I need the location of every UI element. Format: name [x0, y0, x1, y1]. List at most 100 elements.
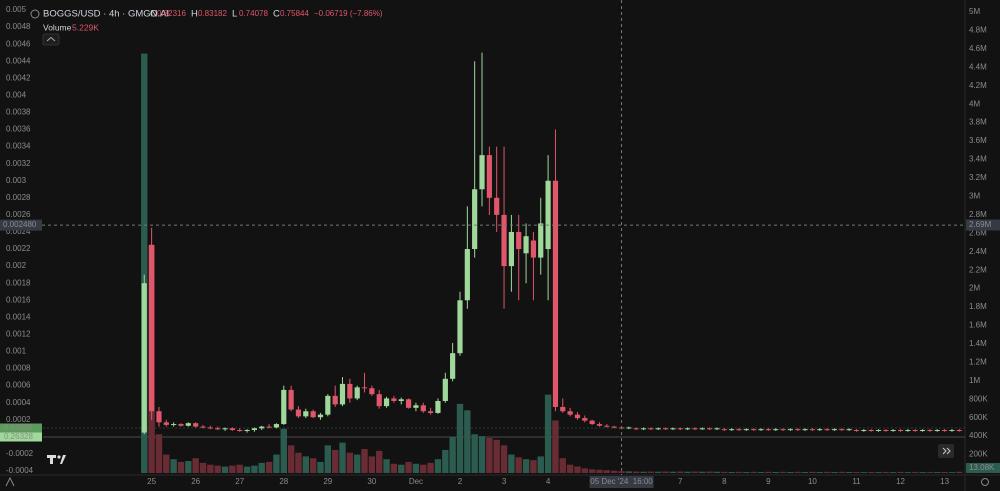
- volume-bar: [207, 464, 214, 473]
- candle-body: [420, 405, 426, 412]
- volume-bar: [412, 463, 420, 473]
- y2-tick-label: 5M: [969, 7, 980, 16]
- candle-body: [934, 430, 940, 432]
- candle-body: [824, 429, 830, 431]
- y-tick-label: 0.0026: [6, 210, 31, 219]
- volume-bar: [948, 472, 956, 473]
- candle-body: [662, 428, 669, 430]
- candle-body: [163, 422, 169, 425]
- volume-bar: [383, 459, 390, 473]
- ohlc-key: L: [232, 9, 237, 20]
- candle-body: [149, 244, 155, 412]
- auto-scale-button[interactable]: [5, 476, 15, 487]
- candle-body: [288, 389, 294, 410]
- y-tick-label: 0.0036: [6, 125, 31, 134]
- volume-label: 13.08K: [969, 463, 995, 472]
- candle-body: [435, 400, 441, 413]
- candle-body: [758, 429, 764, 431]
- candle-body: [677, 428, 683, 430]
- volume-bar: [713, 471, 721, 473]
- candle-body: [450, 353, 456, 379]
- volume-bar: [875, 472, 882, 473]
- volume-bar: [471, 434, 478, 473]
- candle-body: [795, 429, 801, 431]
- y-tick-label: 0.0004: [6, 398, 31, 407]
- volume-bar: [141, 53, 148, 474]
- volume-bar: [361, 449, 368, 473]
- volume-bar: [647, 471, 655, 473]
- volume-bar: [236, 464, 243, 473]
- candle-body: [347, 383, 353, 399]
- volume-bar: [743, 471, 750, 473]
- crosshair-y2-box: [966, 219, 1000, 231]
- volume-bar: [456, 403, 464, 473]
- volume-bar: [405, 461, 412, 473]
- volume-bar: [544, 394, 552, 473]
- volume-bar: [170, 459, 177, 473]
- candle-body: [383, 398, 390, 407]
- volume-bar: [398, 464, 405, 473]
- candle-body: [780, 429, 786, 431]
- candle-body: [185, 423, 191, 426]
- candle-body: [670, 428, 676, 430]
- crosshair-x-box: [589, 476, 654, 488]
- candle-body: [193, 423, 199, 427]
- volume-bar: [655, 471, 662, 473]
- y-tick-label: -0.0002: [6, 449, 34, 458]
- collapse-button[interactable]: [42, 33, 60, 46]
- volume-bar: [640, 471, 647, 473]
- volume-bar: [243, 466, 251, 473]
- volume-bar: [581, 468, 588, 473]
- volume-bar: [442, 449, 449, 473]
- y2-tick-label: 2.2M: [969, 265, 987, 274]
- x-tick-label: 29: [323, 477, 332, 486]
- candle-body: [897, 430, 904, 432]
- y2-tick-label: 800K: [969, 394, 988, 403]
- candle-body: [604, 425, 610, 427]
- x-tick-label: 8: [722, 477, 727, 486]
- volume-bar: [368, 456, 376, 473]
- volume-bar: [677, 471, 684, 473]
- y2-tick-label: 1.2M: [969, 357, 987, 366]
- candle-body: [692, 428, 698, 430]
- x-tick-label: 10: [808, 477, 817, 486]
- price-label-box: [0, 432, 42, 442]
- volume-bar: [163, 454, 170, 473]
- price-label-box: [0, 423, 42, 433]
- volume-bar: [904, 472, 912, 473]
- y2-tick-label: 4.8M: [969, 26, 987, 35]
- x-tick-label: 9: [766, 477, 771, 486]
- volume-bar: [757, 471, 765, 473]
- volume-bar: [449, 437, 456, 473]
- volume-bar: [787, 471, 794, 473]
- volume-bar: [273, 454, 280, 473]
- volume-legend-name: Volume: [43, 22, 72, 32]
- volume-bar: [493, 439, 500, 473]
- volume-bar: [280, 428, 287, 473]
- volume-bar: [633, 471, 640, 473]
- candle-body: [736, 429, 742, 431]
- candle-body: [817, 429, 823, 431]
- volume-bar: [706, 471, 713, 473]
- volume-bar: [882, 471, 890, 473]
- volume-bar: [559, 458, 566, 473]
- candle-body: [259, 426, 265, 429]
- volume-bar: [530, 460, 537, 473]
- volume-bar: [464, 410, 471, 473]
- volume-bar: [867, 471, 875, 473]
- candle-body: [685, 428, 691, 430]
- candle-body: [787, 429, 793, 431]
- volume-bar: [295, 452, 302, 473]
- x-tick-label: 25: [147, 477, 156, 486]
- candle-body: [809, 429, 816, 431]
- y2-tick-label: 3.8M: [969, 118, 987, 127]
- candle-body: [596, 424, 603, 426]
- candle-body: [890, 430, 896, 432]
- y2-tick-label: 1.8M: [969, 302, 987, 311]
- settings-button[interactable]: [981, 478, 989, 486]
- volume-bar: [801, 471, 809, 473]
- candle-body: [369, 388, 375, 395]
- ohlc-value: 0.82316: [157, 9, 186, 18]
